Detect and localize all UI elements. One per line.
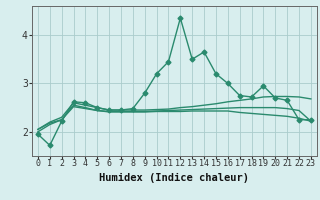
X-axis label: Humidex (Indice chaleur): Humidex (Indice chaleur) xyxy=(100,173,249,183)
